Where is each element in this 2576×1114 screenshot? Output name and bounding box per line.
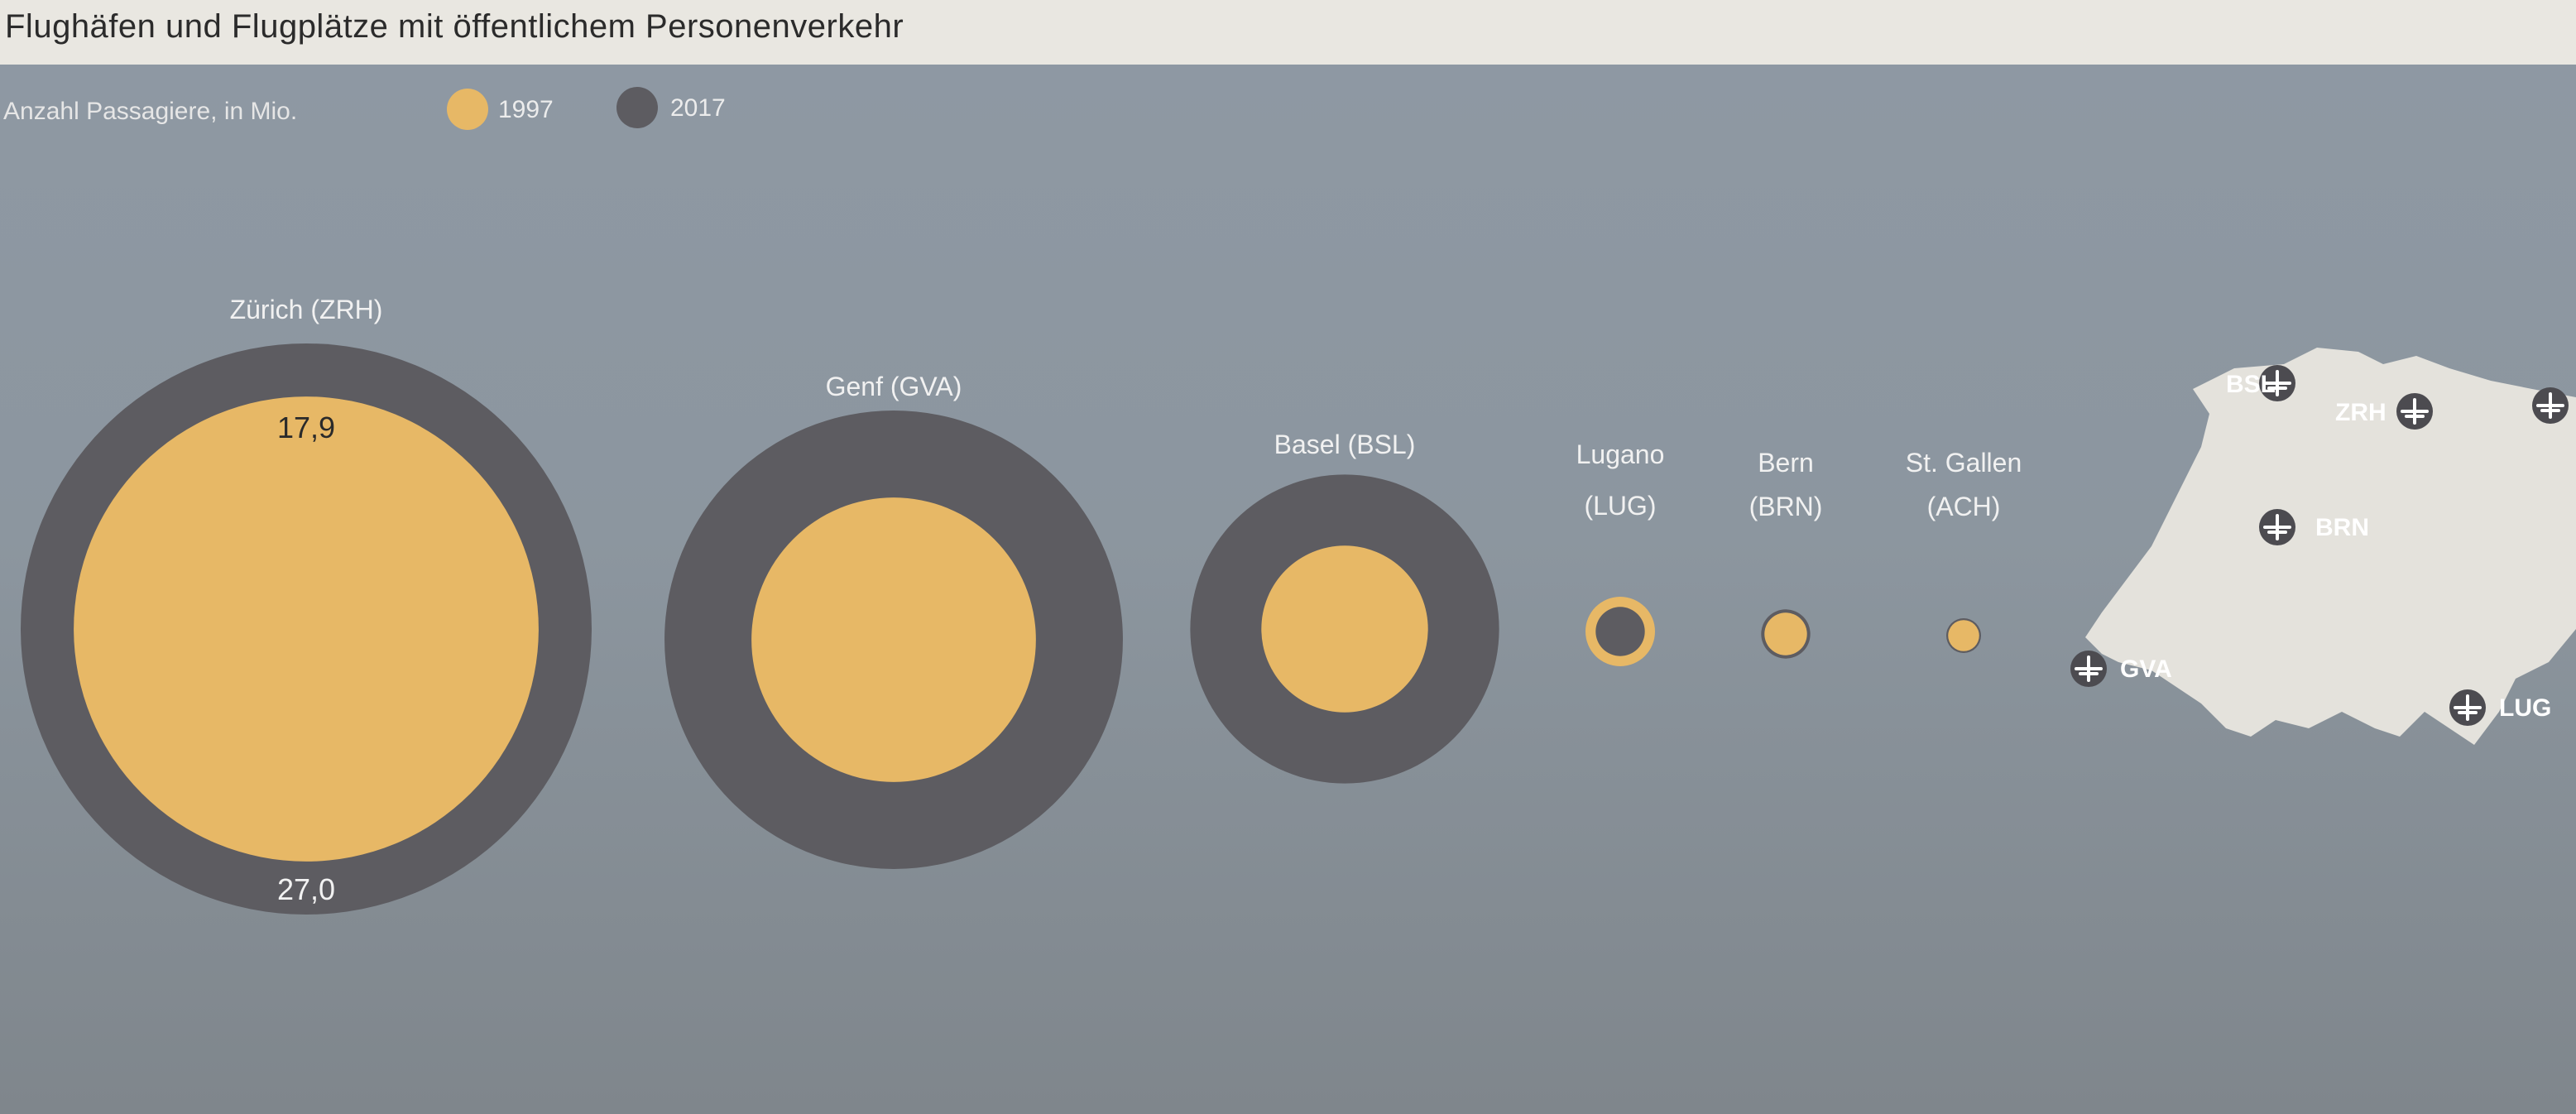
airport-label-lugano-lug: (LUG) xyxy=(1584,491,1656,521)
value-label-2017-z-rich-zrh: 27,0 xyxy=(277,872,335,906)
legend-swatch-2017 xyxy=(616,87,658,128)
plane-icon-bsl xyxy=(2263,370,2291,396)
map-label-bsl: BSL xyxy=(2226,371,2276,398)
bubble-1997-basel-bsl xyxy=(1261,545,1428,713)
airport-label-basel-bsl: Basel (BSL) xyxy=(1274,430,1416,459)
plane-icon-lug xyxy=(2454,694,2482,721)
bubble-1997-bern-brn xyxy=(1764,612,1807,655)
airport-label-z-rich-zrh: Zürich (ZRH) xyxy=(230,295,383,324)
airport-label-bern-brn: Bern xyxy=(1758,448,1814,478)
chart-title: Flughäfen und Flugplätze mit öffentliche… xyxy=(5,8,904,45)
bubble-2017-lugano-lug xyxy=(1595,607,1645,656)
title-bar: Flughäfen und Flugplätze mit öffentliche… xyxy=(0,0,2576,65)
map-label-zrh: ZRH xyxy=(2335,399,2387,426)
map-label-gva: GVA xyxy=(2120,655,2172,683)
map-label-lug: LUG xyxy=(2499,694,2551,722)
legend-label-2017: 2017 xyxy=(670,94,726,122)
bubble-1997-z-rich-zrh xyxy=(74,396,539,862)
airport-label-genf-gva: Genf (GVA) xyxy=(826,372,962,401)
plane-icon-ach xyxy=(2536,392,2564,419)
switzerland-map xyxy=(2085,348,2576,745)
airport-label-st-gallen-ach: St. Gallen xyxy=(1906,448,2022,478)
plane-icon-zrh xyxy=(2401,398,2429,425)
plane-icon-brn xyxy=(2263,514,2291,540)
airport-label-lugano-lug: Lugano xyxy=(1576,439,1665,469)
bubble-1997-genf-gva xyxy=(751,497,1036,782)
airport-label-st-gallen-ach: (ACH) xyxy=(1927,492,2001,521)
legend-label-1997: 1997 xyxy=(498,96,554,123)
bubble-1997-st-gallen-ach xyxy=(1948,620,1979,651)
chart-subtitle: Anzahl Passagiere, in Mio. xyxy=(3,98,298,125)
map-label-brn: BRN xyxy=(2315,514,2369,541)
plane-icon-gva xyxy=(2075,655,2103,682)
value-label-1997-z-rich-zrh: 17,9 xyxy=(277,411,335,444)
legend-swatch-1997 xyxy=(447,89,488,130)
airport-label-bern-brn: (BRN) xyxy=(1749,492,1823,521)
